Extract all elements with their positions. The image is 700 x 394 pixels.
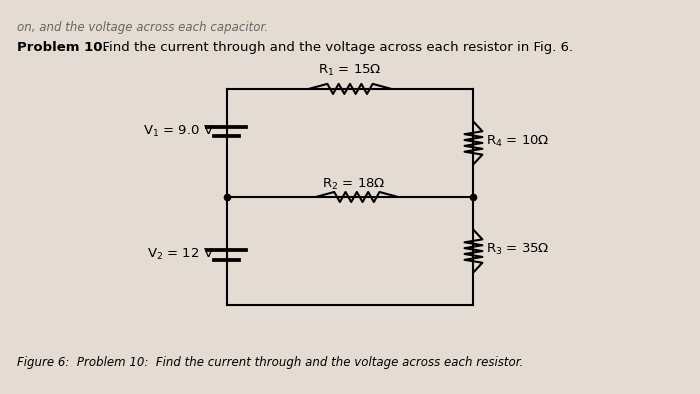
Text: V$_1$ = 9.0 V: V$_1$ = 9.0 V [143, 124, 214, 139]
Text: Find the current through and the voltage across each resistor in Fig. 6.: Find the current through and the voltage… [94, 41, 573, 54]
Text: R$_4$ = 10Ω: R$_4$ = 10Ω [486, 134, 550, 149]
Text: R$_1$ = 15Ω: R$_1$ = 15Ω [318, 63, 382, 78]
Text: Figure 6:  Problem 10:  Find the current through and the voltage across each res: Figure 6: Problem 10: Find the current t… [18, 356, 524, 369]
Text: V$_2$ = 12 V: V$_2$ = 12 V [147, 247, 214, 262]
Text: R$_2$ = 18Ω: R$_2$ = 18Ω [321, 177, 385, 192]
Text: Problem 10.: Problem 10. [18, 41, 108, 54]
Text: on, and the voltage across each capacitor.: on, and the voltage across each capacito… [18, 21, 268, 34]
Text: R$_3$ = 35Ω: R$_3$ = 35Ω [486, 242, 550, 256]
